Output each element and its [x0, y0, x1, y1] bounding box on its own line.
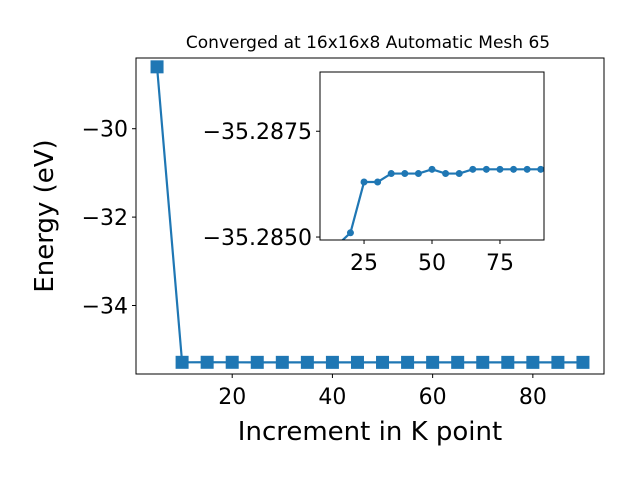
inset-x-tick-label: 25	[350, 251, 378, 276]
main-data-point	[150, 60, 164, 74]
inset-x-ticks: 25 50 75	[350, 240, 514, 276]
inset-data-point	[387, 170, 395, 178]
main-data-point	[250, 355, 264, 369]
main-data-point	[451, 355, 465, 369]
main-data-point	[376, 355, 390, 369]
main-data-point	[275, 355, 289, 369]
main-x-tick-label: 60	[419, 385, 447, 410]
main-data-point	[225, 355, 239, 369]
main-x-ticks: 20 40 60 80	[218, 374, 547, 410]
main-y-tick-label: −30	[82, 118, 128, 143]
main-data-point	[551, 355, 565, 369]
inset-data-point	[469, 165, 477, 173]
main-data-point	[200, 355, 214, 369]
main-data-point	[501, 355, 515, 369]
inset-plot: 25 50 75 −35.2875 −35.2850	[203, 71, 545, 276]
inset-axes-frame	[319, 71, 545, 241]
main-data-point	[576, 355, 590, 369]
main-data-point	[350, 355, 364, 369]
inset-data-point	[537, 165, 544, 173]
inset-data-point	[496, 165, 504, 173]
main-data-point	[476, 355, 490, 369]
inset-data-point	[510, 165, 518, 173]
main-series	[150, 60, 590, 369]
y-axis-label: Energy (eV)	[30, 139, 60, 292]
inset-background	[320, 72, 544, 240]
main-data-point	[401, 355, 415, 369]
main-y-tick-label: −32	[82, 206, 128, 231]
inset-x-tick-label: 75	[486, 251, 514, 276]
inset-series	[341, 165, 544, 240]
inset-data-point	[374, 178, 382, 186]
main-x-tick-label: 80	[519, 385, 547, 410]
inset-data-point	[455, 170, 463, 178]
x-axis-label: Increment in K point	[238, 417, 502, 447]
main-y-ticks: −34 −32 −30	[82, 118, 136, 319]
main-data-point	[325, 355, 339, 369]
inset-data-point	[442, 170, 450, 178]
main-x-tick-label: 20	[218, 385, 246, 410]
main-data-point	[300, 355, 314, 369]
main-data-point	[526, 355, 540, 369]
inset-series-line	[341, 168, 541, 240]
inset-y-ticks: −35.2875 −35.2850	[203, 120, 320, 251]
inset-data-point	[346, 229, 354, 237]
main-plot: Converged at 16x16x8 Automatic Mesh 65 2…	[30, 33, 605, 447]
inset-data-point	[360, 178, 368, 186]
inset-y-tick-label: −35.2875	[203, 120, 312, 145]
inset-y-tick-label: −35.2850	[203, 226, 312, 251]
inset-x-tick-label: 50	[418, 251, 446, 276]
inset-data-point	[428, 165, 436, 173]
main-y-tick-label: −34	[82, 294, 128, 319]
inset-data-point	[482, 165, 490, 173]
main-data-point	[426, 355, 440, 369]
main-data-point	[175, 355, 189, 369]
main-axes-frame	[135, 57, 605, 375]
inset-data-point	[523, 165, 531, 173]
chart-title: Converged at 16x16x8 Automatic Mesh 65	[186, 33, 550, 53]
inset-data-point	[401, 170, 409, 178]
inset-data-point	[414, 170, 422, 178]
main-x-tick-label: 40	[318, 385, 346, 410]
